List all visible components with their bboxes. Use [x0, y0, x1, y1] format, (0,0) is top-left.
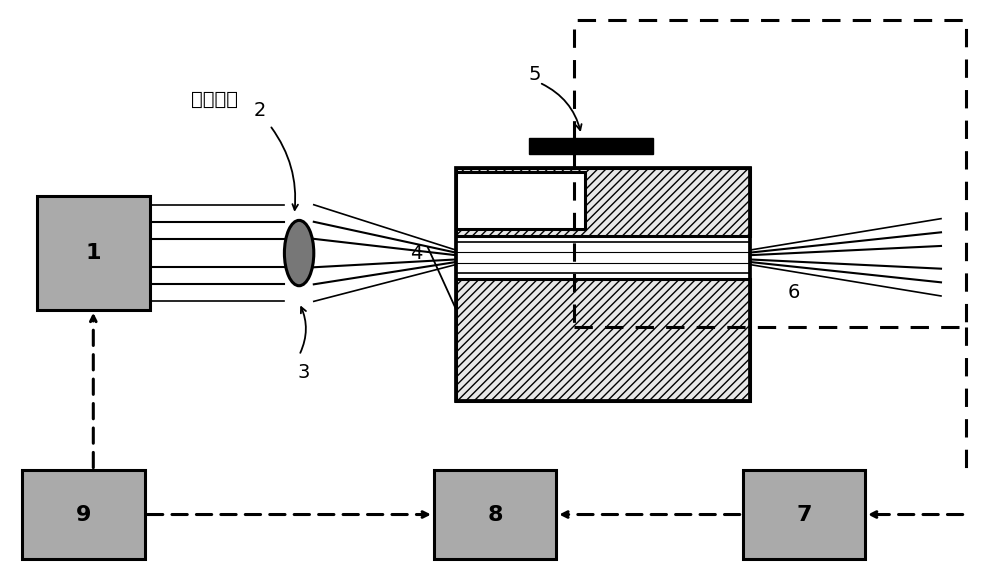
Text: 8: 8 [487, 505, 503, 524]
Bar [574, 20, 966, 327]
Bar [456, 168, 750, 236]
Bar [434, 470, 556, 559]
Text: 7: 7 [796, 505, 812, 524]
Text: 3: 3 [298, 363, 310, 382]
Bar [456, 172, 585, 229]
Bar [456, 278, 750, 401]
Bar [22, 470, 145, 559]
Text: 参考频率: 参考频率 [191, 90, 238, 109]
Text: 1: 1 [86, 243, 101, 263]
Bar [743, 470, 865, 559]
Text: 6: 6 [788, 284, 800, 302]
Bar [456, 168, 750, 401]
Text: 4: 4 [411, 244, 423, 263]
Text: 2: 2 [254, 102, 266, 121]
Ellipse shape [284, 220, 314, 286]
Bar [456, 242, 750, 273]
Bar [37, 196, 150, 310]
Text: 5: 5 [528, 64, 541, 84]
Bar [529, 137, 653, 154]
Text: 9: 9 [76, 505, 91, 524]
